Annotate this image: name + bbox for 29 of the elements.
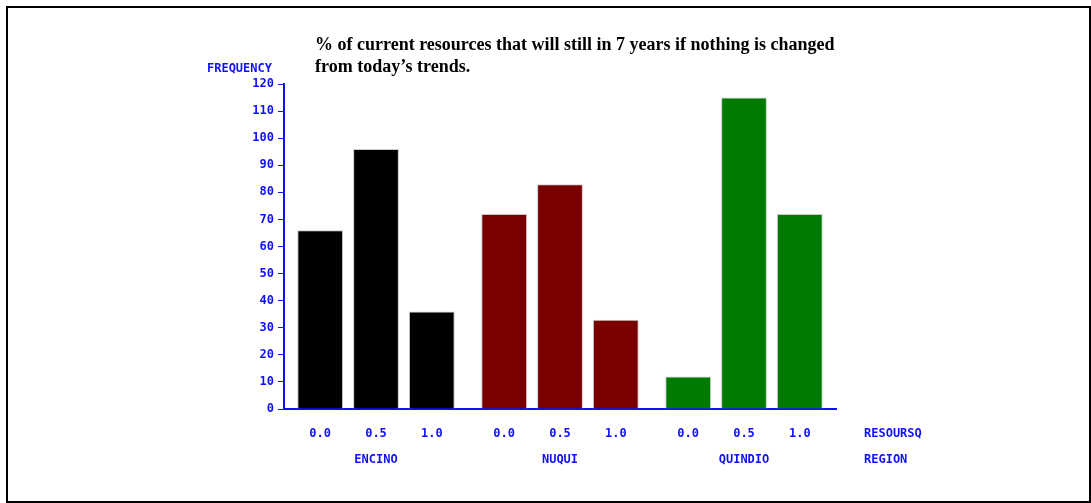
text: 0.0: [677, 426, 700, 440]
y-axis-title: FREQUENCY: [206, 61, 273, 75]
y-tick-label: 120: [252, 76, 274, 91]
series-label: 0.5: [365, 426, 387, 440]
x-tick-label: ENCINO: [354, 452, 398, 466]
y-tick-label: 60: [259, 238, 274, 253]
y-tick-label: 90: [259, 157, 274, 172]
y-tick-label: 80: [259, 184, 274, 199]
x-tick-label: QUINDIO: [718, 452, 770, 466]
x-tick-label: NUQUI: [541, 452, 579, 466]
y-tick-label: 20: [259, 346, 274, 361]
y-tick-label: 50: [259, 265, 274, 280]
y-tick-label: 10: [259, 374, 274, 389]
text: 0.0: [493, 426, 516, 440]
series-label: 0.0: [309, 426, 332, 440]
legend-title: RESOURSQ: [864, 426, 922, 440]
y-tick-label: 30: [259, 319, 274, 334]
text: 1.0: [604, 426, 627, 440]
y-tick-label: 100: [252, 130, 274, 145]
chart-title: % of current resources that will still in 7 years if nothing is changed from today’s trends.: [315, 34, 835, 76]
y-tick-label: 70: [259, 211, 274, 226]
y-tick-label: 40: [259, 292, 274, 307]
y-tick-label: 110: [252, 103, 274, 118]
text: 1.0: [788, 426, 811, 440]
series-label: 1.0: [420, 426, 443, 440]
x-axis-title: REGION: [864, 452, 908, 466]
y-tick-label: 0: [266, 401, 274, 416]
text: 0.5: [549, 426, 571, 440]
text: 0.5: [733, 426, 755, 440]
